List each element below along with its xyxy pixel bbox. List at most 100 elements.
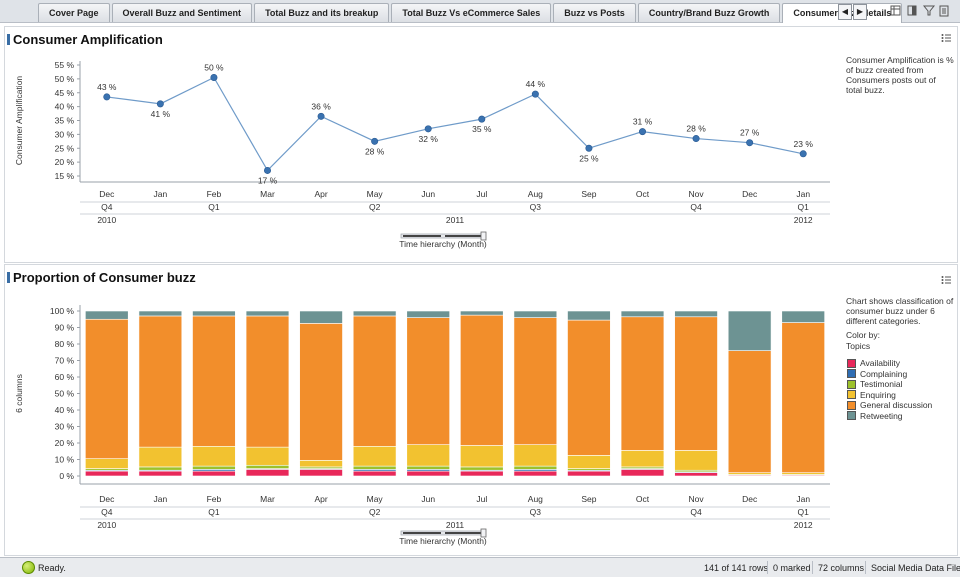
- bar-segment-testimonial[interactable]: [513, 465, 558, 470]
- data-point: [371, 137, 379, 145]
- tab-scroll-left-button[interactable]: ◀: [838, 4, 852, 20]
- bar-segment-retweeting[interactable]: [138, 310, 183, 317]
- bar-segment-enquiring[interactable]: [674, 450, 718, 471]
- bar-segment-general-discussion[interactable]: [460, 314, 504, 446]
- color-by-value[interactable]: Topics: [846, 341, 871, 351]
- x-tick-label-year: 2012: [794, 520, 813, 530]
- bar-segment-retweeting[interactable]: [352, 310, 397, 317]
- chevron-left-icon: ◀: [841, 7, 849, 16]
- bar-segment-general-discussion[interactable]: [567, 319, 611, 456]
- bar-segment-general-discussion[interactable]: [138, 315, 183, 448]
- bar-segment-general-discussion[interactable]: [727, 350, 772, 473]
- time-hierarchy-slider-handle[interactable]: [480, 528, 487, 538]
- document-icon[interactable]: [939, 5, 949, 17]
- bar-segment-testimonial[interactable]: [192, 465, 236, 470]
- tab-cover-page[interactable]: Cover Page: [38, 3, 110, 22]
- bar-segment-general-discussion[interactable]: [245, 315, 290, 448]
- legend-item[interactable]: Complaining: [847, 369, 932, 380]
- bar-segment-general-discussion[interactable]: [674, 316, 718, 451]
- legend-item[interactable]: Enquiring: [847, 390, 932, 401]
- details-panel-icon[interactable]: [907, 5, 917, 16]
- bar-segment-retweeting[interactable]: [567, 310, 611, 321]
- bar-segment-enquiring[interactable]: [245, 446, 290, 466]
- bar-segment-general-discussion[interactable]: [192, 315, 236, 447]
- tab-country-brand-buzz-growth[interactable]: Country/Brand Buzz Growth: [637, 3, 781, 22]
- legend-item[interactable]: Retweeting: [847, 411, 932, 422]
- x-tick-label-quarter: Q1: [208, 202, 220, 212]
- bar-segment-enquiring[interactable]: [352, 446, 397, 467]
- bar-segment-enquiring[interactable]: [460, 445, 504, 468]
- tab-scroll-right-button[interactable]: ▶: [853, 4, 867, 20]
- tab-buzz-vs-posts[interactable]: Buzz vs Posts: [553, 3, 636, 22]
- bar-segment-availability[interactable]: [85, 470, 129, 477]
- x-tick-label-month: Mar: [260, 494, 275, 504]
- bar-segment-testimonial[interactable]: [460, 466, 504, 471]
- panel-menu-icon[interactable]: [941, 33, 951, 44]
- bar-segment-enquiring[interactable]: [192, 446, 236, 467]
- bar-segment-enquiring[interactable]: [513, 444, 558, 467]
- tab-total-buzz-and-its-breakup[interactable]: Total Buzz and its breakup: [254, 3, 390, 22]
- bar-segment-availability[interactable]: [460, 470, 504, 477]
- y-tick-label: 20 %: [55, 157, 75, 167]
- bar-segment-availability[interactable]: [674, 472, 718, 477]
- bar-segment-retweeting[interactable]: [245, 310, 290, 317]
- bar-segment-enquiring[interactable]: [138, 446, 183, 468]
- bar-segment-availability[interactable]: [245, 469, 290, 477]
- bar-segment-testimonial[interactable]: [352, 465, 397, 470]
- panel-menu-icon[interactable]: [941, 275, 951, 286]
- tab-overall-buzz-and-sentiment[interactable]: Overall Buzz and Sentiment: [111, 3, 253, 22]
- tab-total-buzz-vs-ecommerce-sales[interactable]: Total Buzz Vs eCommerce Sales: [391, 3, 552, 22]
- filter-panel-toggle[interactable]: [890, 4, 952, 22]
- bar-segment-retweeting[interactable]: [299, 310, 343, 324]
- bar-segment-enquiring[interactable]: [620, 450, 665, 468]
- bar-segment-availability[interactable]: [567, 470, 611, 477]
- bar-segment-retweeting[interactable]: [460, 310, 504, 316]
- status-divider: [767, 561, 768, 574]
- bar-segment-general-discussion[interactable]: [513, 317, 558, 445]
- data-point: [478, 115, 486, 123]
- bar-segment-general-discussion[interactable]: [352, 315, 397, 447]
- bar-segment-enquiring[interactable]: [299, 460, 343, 468]
- bar-segment-availability[interactable]: [620, 469, 665, 477]
- bar-segment-availability[interactable]: [138, 470, 183, 477]
- bar-segment-availability[interactable]: [406, 470, 450, 477]
- bar-segment-enquiring[interactable]: [567, 455, 611, 469]
- legend-item[interactable]: Availability: [847, 358, 932, 369]
- bar-segment-retweeting[interactable]: [727, 310, 772, 351]
- bar-segment-general-discussion[interactable]: [299, 323, 343, 461]
- bar-segment-retweeting[interactable]: [674, 310, 718, 318]
- filter-icon[interactable]: [922, 5, 936, 16]
- bar-segment-retweeting[interactable]: [781, 310, 825, 323]
- bar-segment-retweeting[interactable]: [85, 310, 129, 320]
- bar-segment-testimonial[interactable]: [245, 464, 290, 469]
- bar-segment-general-discussion[interactable]: [781, 322, 825, 473]
- legend-item[interactable]: Testimonial: [847, 379, 932, 390]
- bar-segment-availability[interactable]: [352, 470, 397, 477]
- bar-segment-availability[interactable]: [513, 470, 558, 477]
- y-tick-label: 80 %: [55, 339, 75, 349]
- bar-segment-availability[interactable]: [299, 469, 343, 477]
- bar-segment-retweeting[interactable]: [620, 310, 665, 318]
- bar-segment-retweeting[interactable]: [192, 310, 236, 317]
- bar-segment-retweeting[interactable]: [513, 310, 558, 318]
- legend-label: General discussion: [860, 400, 933, 411]
- bar-segment-testimonial[interactable]: [406, 465, 450, 470]
- time-hierarchy-slider-handle[interactable]: [480, 231, 487, 241]
- x-tick-label-quarter: Q4: [101, 202, 113, 212]
- x-tick-label-quarter: Q4: [101, 507, 113, 517]
- data-file-name[interactable]: Social Media Data File: [871, 563, 960, 573]
- bar-segment-general-discussion[interactable]: [406, 317, 450, 445]
- bar-segment-enquiring[interactable]: [85, 458, 129, 469]
- data-label: 44 %: [526, 79, 546, 89]
- legend-item[interactable]: General discussion: [847, 400, 932, 411]
- bar-segment-general-discussion[interactable]: [620, 316, 665, 451]
- bar-segment-availability[interactable]: [192, 470, 236, 477]
- consumer-amplification-panel: Consumer Amplification Consumer Amplific…: [4, 26, 958, 263]
- table-view-icon[interactable]: [890, 5, 901, 16]
- bar-segment-general-discussion[interactable]: [85, 318, 129, 459]
- bar-segment-enquiring[interactable]: [406, 444, 450, 467]
- status-bar: Ready. 141 of 141 rows 0 marked 72 colum…: [0, 557, 960, 577]
- bar-segment-testimonial[interactable]: [138, 466, 183, 471]
- legend-swatch: [847, 400, 856, 410]
- bar-segment-retweeting[interactable]: [406, 310, 450, 318]
